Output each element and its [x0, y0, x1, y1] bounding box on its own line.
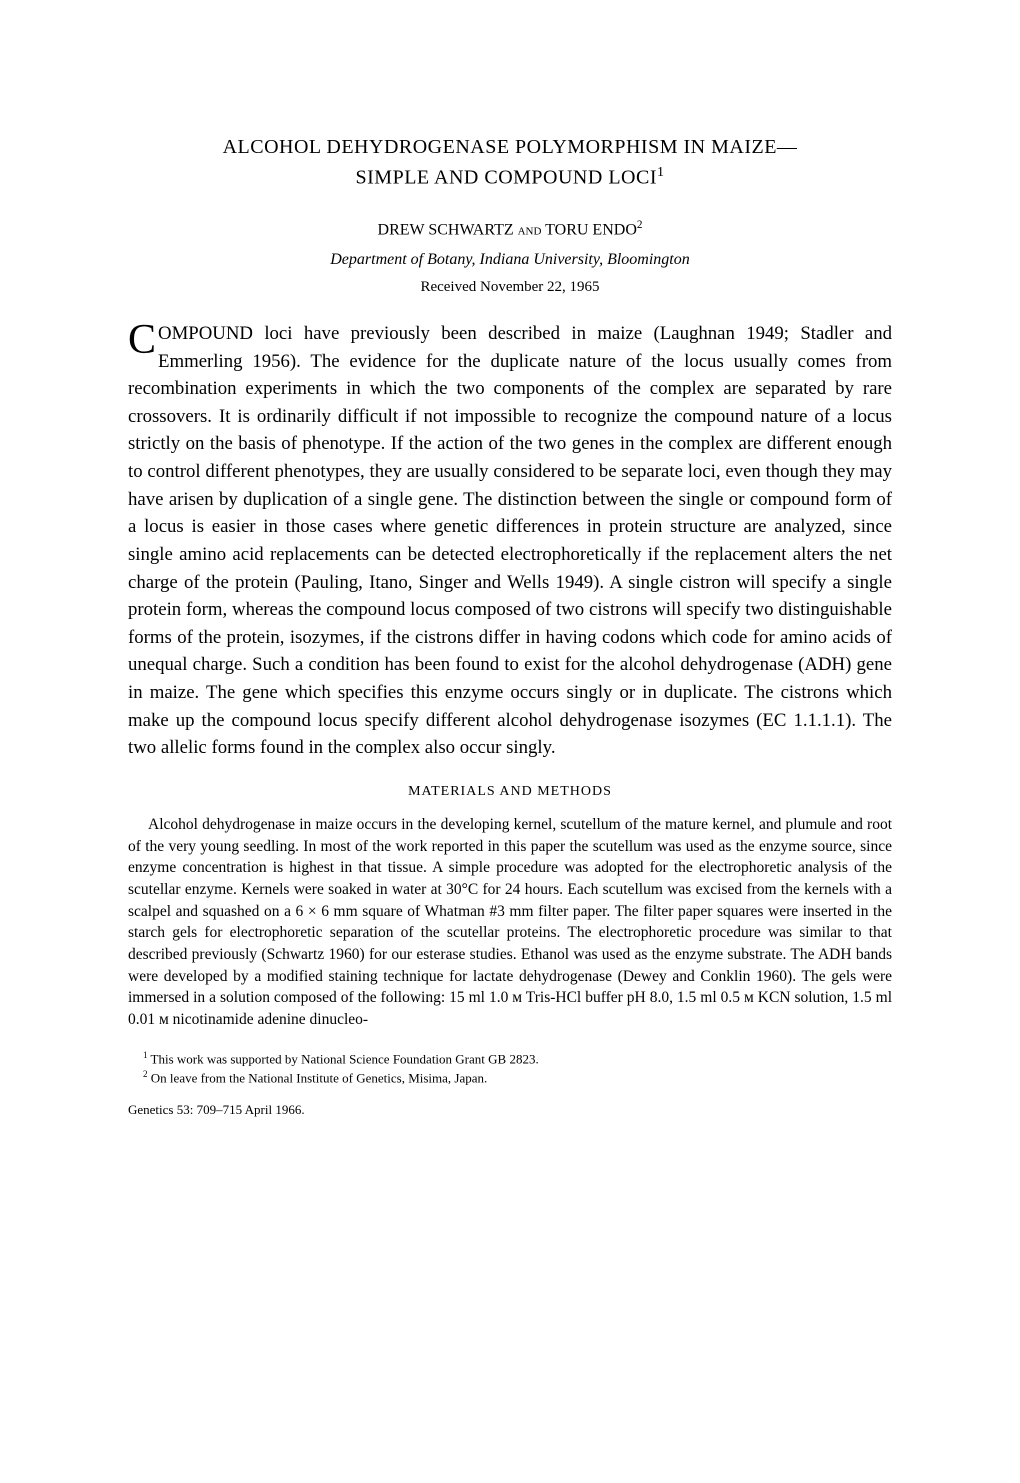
- footnotes-block: 1 This work was supported by National Sc…: [128, 1049, 892, 1088]
- author-footnote-ref: 2: [637, 219, 643, 231]
- authors-conjunction: and: [518, 221, 542, 238]
- author-name-1: DREW SCHWARTZ: [378, 221, 518, 238]
- methods-paragraph-1: Alcohol dehydrogenase in maize occurs in…: [128, 814, 892, 1031]
- footnote-2: 2 On leave from the National Institute o…: [128, 1068, 892, 1088]
- journal-footer: Genetics 53: 709–715 April 1966.: [128, 1102, 892, 1118]
- footnote-1: 1 This work was supported by National Sc…: [128, 1049, 892, 1069]
- body-paragraph-1: COMPOUND loci have previously been descr…: [128, 320, 892, 762]
- section-heading-methods: MATERIALS AND METHODS: [128, 784, 892, 800]
- received-date: Received November 22, 1965: [128, 279, 892, 296]
- page-container: ALCOHOL DEHYDROGENASE POLYMORPHISM IN MA…: [0, 0, 1020, 1178]
- title-line-2: SIMPLE AND COMPOUND LOCI: [356, 167, 657, 189]
- footnote-2-text: On leave from the National Institute of …: [148, 1071, 488, 1086]
- article-title: ALCOHOL DEHYDROGENASE POLYMORPHISM IN MA…: [128, 132, 892, 193]
- title-line-1: ALCOHOL DEHYDROGENASE POLYMORPHISM IN MA…: [223, 136, 798, 158]
- affiliation: Department of Botany, Indiana University…: [128, 251, 892, 269]
- title-footnote-ref: 1: [657, 165, 665, 180]
- body-text-1: OMPOUND loci have previously been descri…: [128, 323, 892, 758]
- authors-line: DREW SCHWARTZ and TORU ENDO2: [128, 219, 892, 239]
- drop-cap: C: [128, 320, 158, 359]
- author-name-2: TORU ENDO: [541, 221, 636, 238]
- footnote-1-text: This work was supported by National Scie…: [148, 1051, 539, 1066]
